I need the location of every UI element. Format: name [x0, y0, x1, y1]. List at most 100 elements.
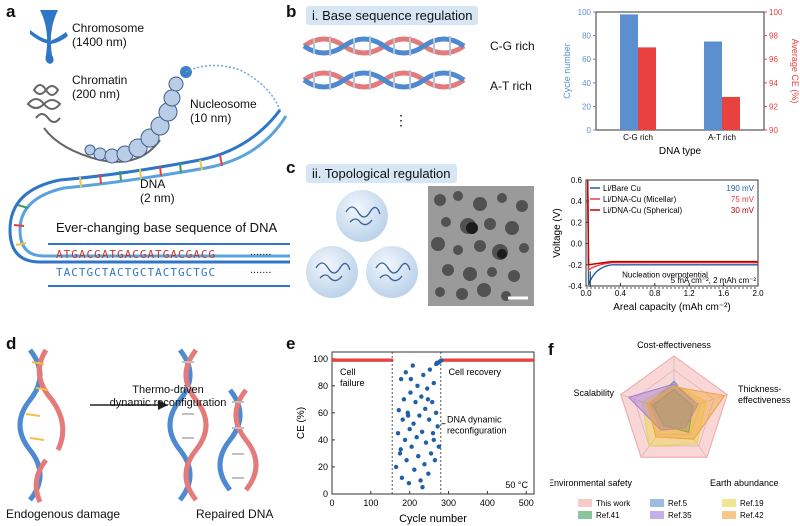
y-tick-label: 0 — [323, 489, 328, 499]
ce-point — [424, 386, 430, 391]
ce-point — [408, 376, 414, 382]
panel-b-label: b — [286, 2, 297, 21]
radar-series — [646, 386, 726, 440]
panel-a-label: a — [6, 2, 16, 21]
chart-c-voltage: 0.60.40.20.0-0.2-0.40.0 0.4 0.8 1.2 1.6 2.0Li… — [552, 176, 764, 313]
ce-point — [419, 394, 424, 399]
ce-point — [426, 417, 432, 422]
y-tick-label: 0.6 — [571, 176, 583, 185]
ce-point — [406, 480, 412, 486]
legend-label: Ref.42 — [740, 511, 764, 520]
panel-d-illustration — [17, 348, 259, 504]
bar-average-ce — [638, 47, 656, 130]
micelle-illustration — [306, 190, 418, 298]
legend-label: Ref.5 — [668, 499, 688, 508]
ce-point — [415, 383, 420, 389]
sequence-ellipsis-1: ....... — [250, 246, 272, 258]
legend-value: 75 mV — [731, 195, 755, 204]
nucleosome-label: Nucleosome (10 nm) — [190, 97, 257, 125]
chart-e-ce: 0 20 40 60 80 100 0 100 200 300 400 500 Cell failure C… — [296, 351, 535, 525]
ce-point — [414, 435, 419, 440]
x-tick-label: C-G rich — [623, 133, 653, 142]
y-tick-label: 0.4 — [571, 197, 583, 206]
damaged-dna-icon — [17, 348, 66, 504]
chart-f-radar: Cost-effectiveness Thickness-effectivenes… — [550, 340, 791, 520]
y-tick-label: 40 — [318, 435, 328, 445]
legend-label: This work — [596, 499, 631, 508]
ce-point — [423, 406, 428, 411]
y-tick-label: -0.2 — [568, 261, 582, 270]
x-tick-label: 400 — [480, 498, 495, 508]
failure-annotation: Cell failure — [340, 367, 365, 388]
sequence-strand-2: TACTGCTACTGCTACTGCTGC — [56, 266, 217, 279]
ce-point — [413, 399, 418, 405]
legend-value: 190 mV — [726, 184, 754, 193]
x-axis-label: DNA type — [659, 146, 702, 157]
ce-point — [418, 478, 423, 483]
test-condition: 5 mA cm⁻², 2 mAh cm⁻² — [671, 276, 757, 285]
plot-frame — [331, 351, 535, 495]
panel-c-label: c — [286, 158, 296, 177]
sequence-ellipsis-2: ....... — [250, 264, 272, 276]
y2-tick-label: 100 — [769, 8, 783, 17]
y-tick-label: 20 — [582, 102, 591, 111]
bar-average-ce — [722, 96, 740, 130]
legend-label: Li/DNA-Cu (Micellar) — [603, 195, 677, 204]
ce-point — [412, 467, 417, 472]
radar-spoke — [640, 411, 675, 458]
chromosome-icon — [30, 10, 68, 64]
chromatin-label: Chromatin (200 nm) — [72, 73, 128, 101]
ce-point — [423, 440, 429, 445]
base-sequence-caption: Ever-changing base sequence of DNA — [56, 220, 278, 235]
radar-axis-label: Earth abundance — [710, 478, 779, 488]
cg-rich-label: C-G rich — [490, 39, 535, 53]
radar-axis-label: Environmental safety — [550, 478, 632, 488]
bar-cycle-number — [704, 41, 722, 130]
plot-frame — [595, 11, 765, 131]
x-axis-label: Areal capacity (mAh cm⁻²) — [613, 302, 731, 313]
ce-point — [439, 358, 444, 363]
dna-sphere-right — [366, 246, 418, 298]
y-axis-label: Cycle number — [562, 43, 572, 99]
panel-e-label: e — [286, 334, 296, 353]
legend-swatch — [722, 511, 736, 519]
repaired-dna-caption: Repaired DNA — [196, 507, 274, 521]
panel-a-illustration — [8, 10, 290, 287]
recovery-annotation: Cell recovery — [449, 367, 502, 377]
radar-grid — [660, 397, 688, 424]
ce-point — [395, 430, 401, 436]
nucleosome-beads — [84, 64, 281, 164]
dna-helix — [8, 109, 290, 264]
x-tick-label: 0.0 — [580, 289, 592, 298]
chromosome-label: Chromosome (1400 nm) — [72, 21, 145, 49]
y2-tick-label: 94 — [769, 79, 778, 88]
y2-tick-label: 96 — [769, 55, 778, 64]
base-sequence-banner: i. Base sequence regulation — [306, 6, 479, 25]
dna-base-pairs — [13, 154, 223, 246]
x-tick-label: A-T rich — [708, 133, 736, 142]
ce-point — [411, 421, 416, 426]
y-tick-label: 80 — [318, 381, 328, 391]
ce-point — [399, 475, 405, 480]
ce-point — [420, 485, 425, 490]
ce-point — [396, 407, 402, 413]
ce-point — [417, 413, 422, 418]
y-tick-label: 100 — [578, 8, 592, 17]
ce-point — [409, 444, 414, 449]
legend-swatch — [722, 499, 736, 507]
x-tick-label: 0 — [329, 498, 334, 508]
radar-spoke — [673, 394, 728, 413]
radar-axis-label: Scalability — [573, 388, 614, 398]
ce-point — [401, 397, 407, 402]
chart-b-bar: 0 20 40 60 80 100 90 92 94 96 98 100 C-G rich A-T ric… — [562, 8, 800, 157]
ce-point — [403, 370, 409, 375]
ce-point — [431, 380, 436, 386]
y-tick-label: 60 — [582, 55, 591, 64]
y-tick-label: 0.2 — [571, 218, 583, 227]
x-tick-label: 200 — [402, 498, 417, 508]
nucleation-annotation: Nucleation overpotential — [622, 270, 708, 279]
ce-point — [419, 429, 425, 434]
ce-point — [430, 430, 436, 436]
x-tick-label: 0.8 — [649, 289, 661, 298]
thermo-driven-label: Thermo-driven dynamic reconfiguration — [109, 384, 227, 409]
